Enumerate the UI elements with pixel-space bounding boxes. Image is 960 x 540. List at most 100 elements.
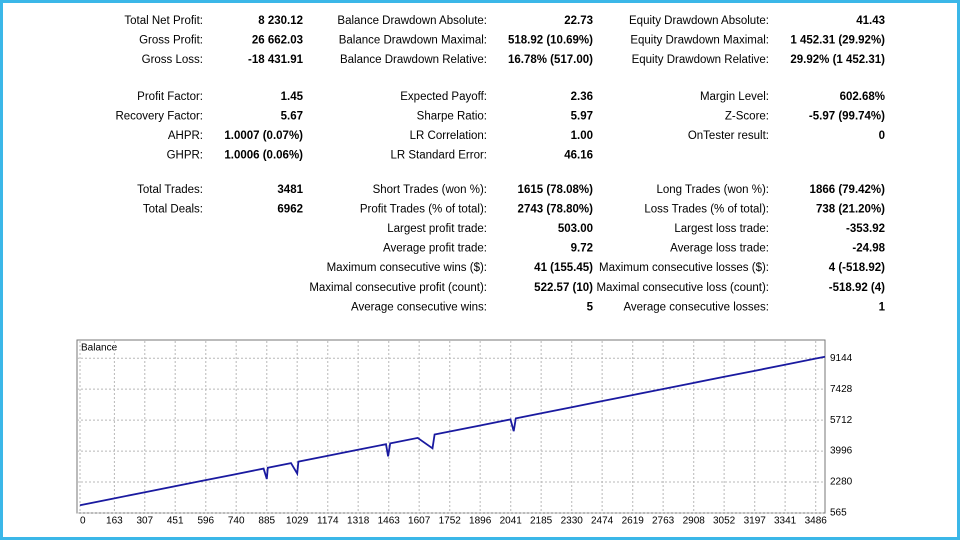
stat-value: 22.73 xyxy=(564,15,593,27)
x-tick-label: 0 xyxy=(80,516,86,527)
x-tick-label: 740 xyxy=(228,516,245,527)
stat-value: 503.00 xyxy=(558,223,593,235)
x-tick-label: 163 xyxy=(106,516,123,527)
stat-value: 1866 (79.42%) xyxy=(810,184,886,196)
x-tick-label: 2619 xyxy=(622,516,645,527)
x-tick-label: 1896 xyxy=(469,516,492,527)
stat-value: 8 230.12 xyxy=(258,15,303,27)
x-tick-label: 3341 xyxy=(774,516,797,527)
x-tick-label: 2908 xyxy=(683,516,706,527)
stat-label: Long Trades (won %): xyxy=(656,184,769,196)
x-tick-label: 2185 xyxy=(530,516,553,527)
stat-value: 1.00 xyxy=(571,130,593,142)
x-tick-label: 1752 xyxy=(439,516,462,527)
stat-value: 2743 (78.80%) xyxy=(518,204,594,216)
stat-value: 9.72 xyxy=(571,243,593,255)
stat-value: 5.67 xyxy=(281,111,303,123)
stat-value: 602.68% xyxy=(840,91,885,103)
stat-label: Maximal consecutive profit (count): xyxy=(309,282,487,294)
stat-label: Gross Loss: xyxy=(142,54,203,66)
stat-value: 41.43 xyxy=(856,15,885,27)
chart-title: Balance xyxy=(81,343,118,354)
chart-frame xyxy=(76,339,826,514)
x-tick-label: 2330 xyxy=(561,516,584,527)
stat-label: Balance Drawdown Relative: xyxy=(340,54,487,66)
stat-label: Maximum consecutive losses ($): xyxy=(599,262,769,274)
stat-label: Equity Drawdown Absolute: xyxy=(629,15,769,27)
stat-label: Balance Drawdown Absolute: xyxy=(337,15,487,27)
report: Balance Total Net Profit: 8 230.12 Gross P… xyxy=(76,15,886,527)
stat-value: 1 xyxy=(879,301,886,313)
x-tick-label: 451 xyxy=(167,516,184,527)
x-tick-label: 1174 xyxy=(317,516,339,527)
stat-label: Margin Level: xyxy=(700,91,769,103)
stat-label: Average consecutive losses: xyxy=(623,301,769,313)
stat-value: -518.92 (4) xyxy=(829,282,885,294)
stat-value: 1 452.31 (29.92%) xyxy=(790,35,885,47)
stat-label: Equity Drawdown Maximal: xyxy=(630,35,769,47)
stat-value: 26 662.03 xyxy=(252,35,303,47)
stat-label: Profit Trades (% of total): xyxy=(360,204,487,216)
stat-value: 6962 xyxy=(277,204,303,216)
stat-value: -5.97 (99.74%) xyxy=(809,111,885,123)
stat-label: Gross Profit: xyxy=(139,35,203,47)
y-tick-label: 2280 xyxy=(830,477,853,488)
x-tick-label: 1607 xyxy=(408,516,431,527)
stat-value: 5 xyxy=(587,301,594,313)
balance-line xyxy=(79,355,826,507)
stat-value: 46.16 xyxy=(564,150,593,162)
stat-label: AHPR: xyxy=(168,130,203,142)
stat-value: -24.98 xyxy=(852,243,885,255)
stat-value: -353.92 xyxy=(846,223,885,235)
stat-value: 1.45 xyxy=(281,91,304,103)
y-tick-label: 565 xyxy=(830,508,847,519)
stat-label: Expected Payoff: xyxy=(400,91,487,103)
x-tick-label: 596 xyxy=(197,516,214,527)
stat-value: 2.36 xyxy=(571,91,593,103)
x-tick-label: 1029 xyxy=(286,516,309,527)
x-tick-label: 3486 xyxy=(805,516,828,527)
stat-value: 3481 xyxy=(277,184,303,196)
x-tick-label: 3052 xyxy=(713,516,736,527)
stat-label: Total Net Profit: xyxy=(124,15,203,27)
stat-value: 1.0006 (0.06%) xyxy=(224,150,303,162)
stat-label: GHPR: xyxy=(167,150,203,162)
stat-label: LR Correlation: xyxy=(410,130,487,142)
stat-label: Sharpe Ratio: xyxy=(417,111,487,123)
stat-label: Z-Score: xyxy=(725,111,769,123)
stat-label: Profit Factor: xyxy=(137,91,203,103)
stat-label: Total Trades: xyxy=(137,184,203,196)
stat-value: 1.0007 (0.07%) xyxy=(224,130,303,142)
stat-label: Largest profit trade: xyxy=(387,223,487,235)
x-tick-label: 2763 xyxy=(652,516,675,527)
stat-label: Average profit trade: xyxy=(383,243,487,255)
x-tick-label: 1318 xyxy=(347,516,370,527)
y-tick-label: 7428 xyxy=(830,384,853,395)
stat-label: LR Standard Error: xyxy=(390,150,487,162)
stat-label: Short Trades (won %): xyxy=(373,184,487,196)
x-tick-label: 1463 xyxy=(378,516,401,527)
stat-label: OnTester result: xyxy=(688,130,769,142)
x-tick-label: 3197 xyxy=(744,516,767,527)
stat-value: 16.78% (517.00) xyxy=(508,54,593,66)
stat-value: 738 (21.20%) xyxy=(816,204,885,216)
x-tick-label: 2474 xyxy=(591,516,614,527)
stat-label: Maximal consecutive loss (count): xyxy=(596,282,769,294)
stat-value: 1615 (78.08%) xyxy=(518,184,594,196)
stat-label: Maximum consecutive wins ($): xyxy=(327,262,487,274)
stat-label: Recovery Factor: xyxy=(115,111,203,123)
x-tick-label: 307 xyxy=(136,516,153,527)
x-tick-label: 885 xyxy=(258,516,275,527)
stat-value: 5.97 xyxy=(571,111,593,123)
stat-label: Balance Drawdown Maximal: xyxy=(339,35,487,47)
stat-value: -18 431.91 xyxy=(248,54,304,66)
stat-label: Total Deals: xyxy=(143,204,203,216)
y-tick-label: 9144 xyxy=(830,353,853,364)
y-tick-label: 3996 xyxy=(830,446,853,457)
stat-label: Average loss trade: xyxy=(670,243,769,255)
stat-label: Loss Trades (% of total): xyxy=(644,204,769,216)
stat-value: 0 xyxy=(879,130,885,142)
stat-label: Equity Drawdown Relative: xyxy=(632,54,769,66)
stat-value: 518.92 (10.69%) xyxy=(508,35,593,47)
